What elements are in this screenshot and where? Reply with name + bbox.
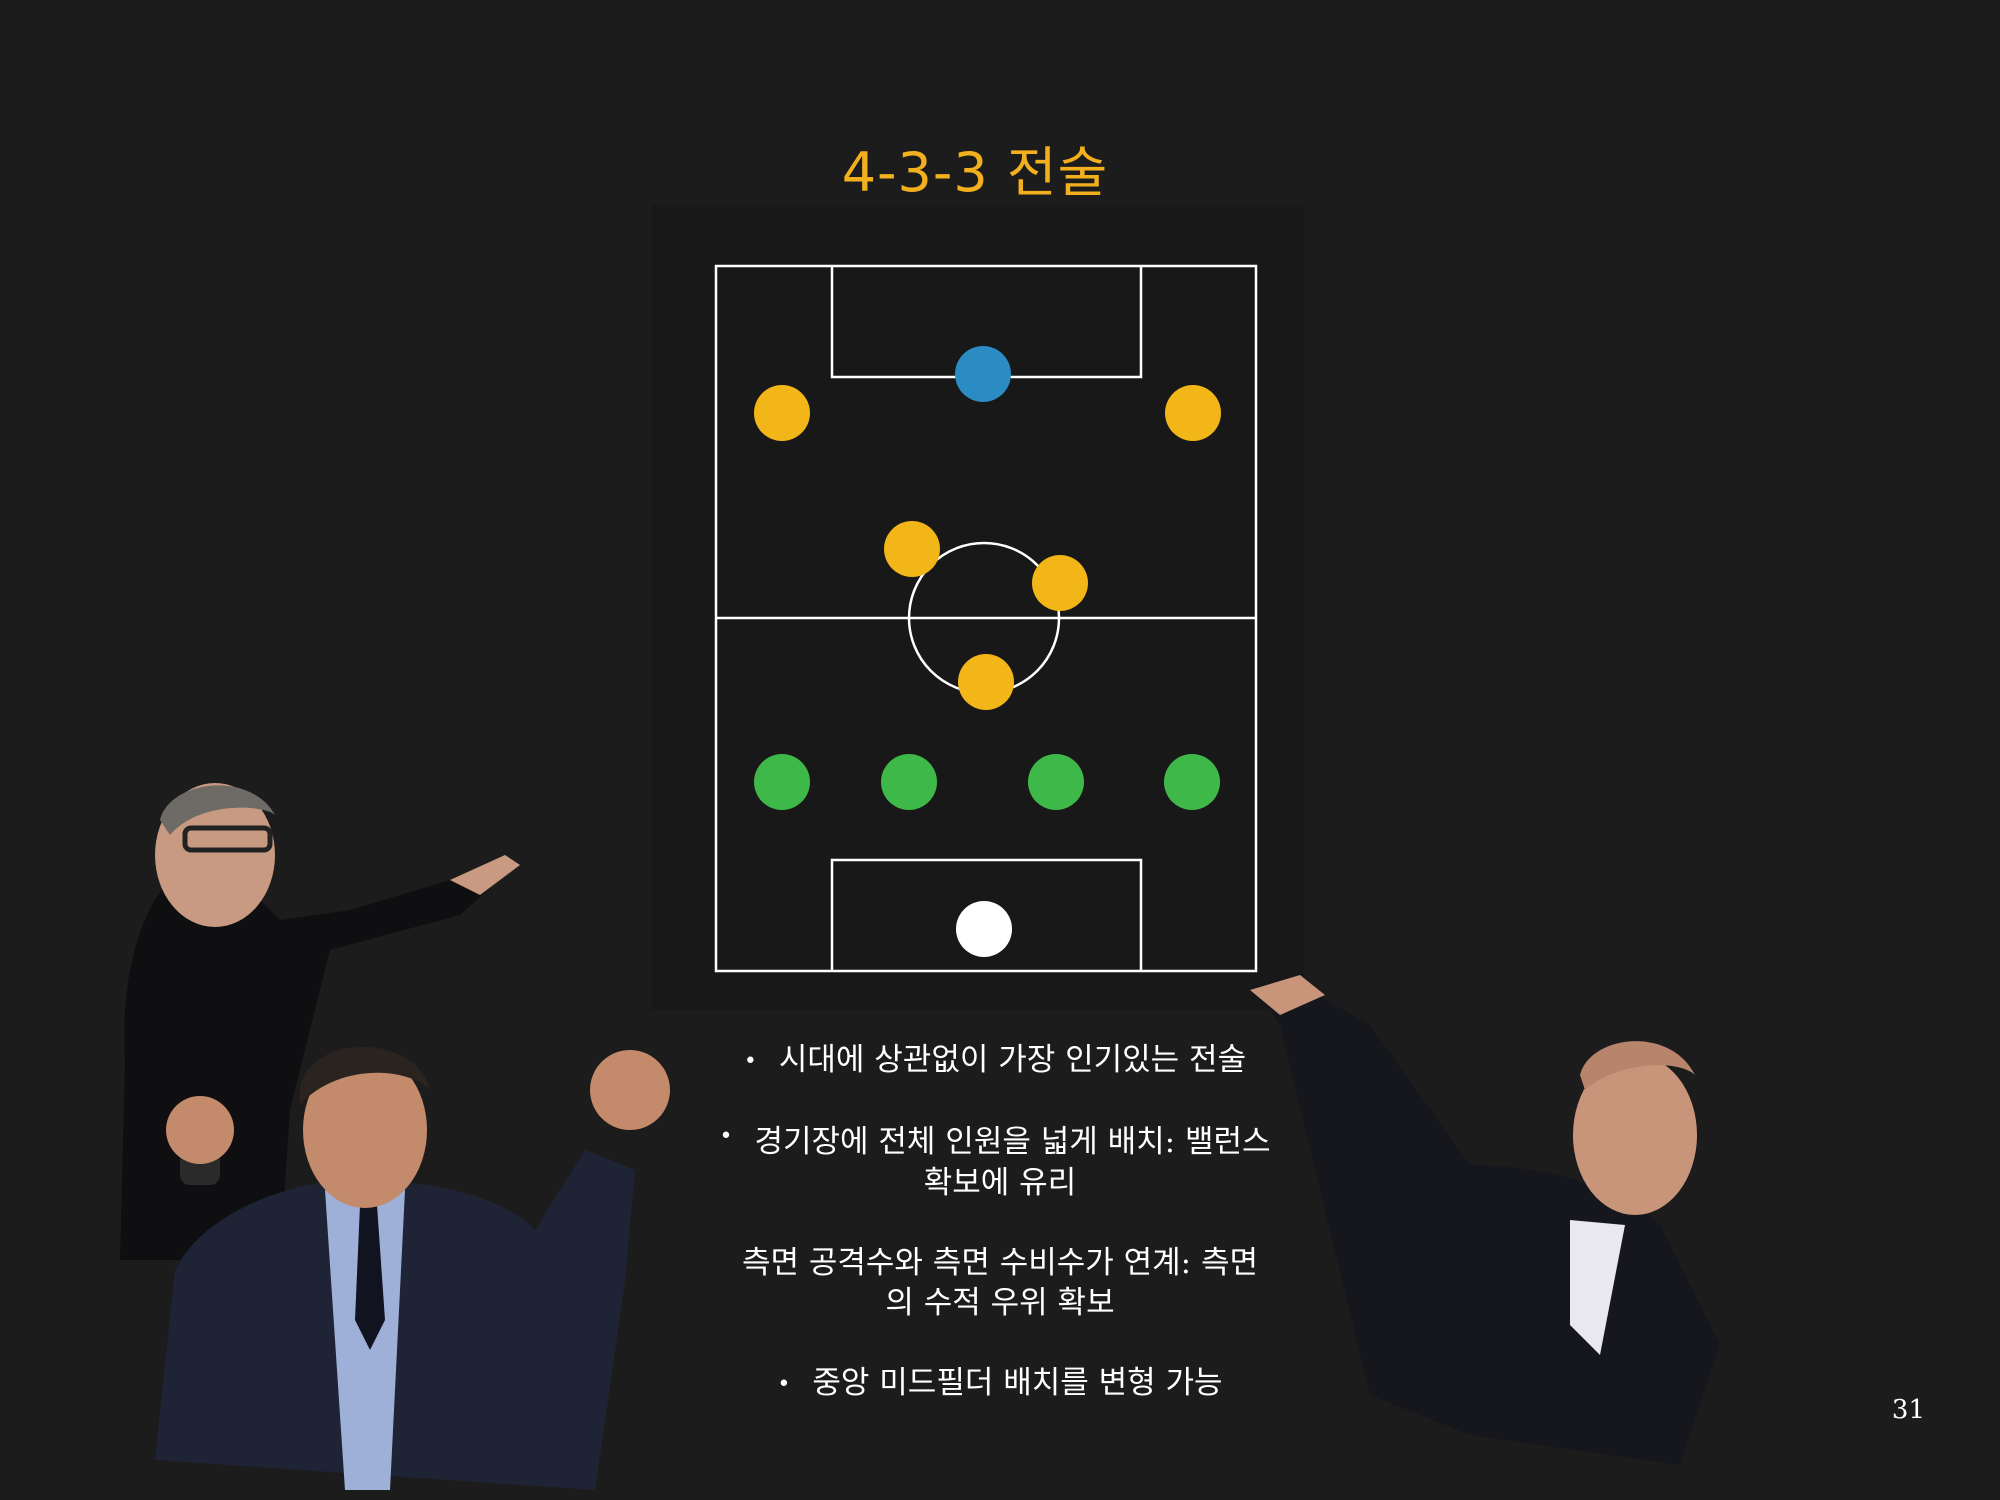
bullet-text-line2: 의 수적 우위 확보: [885, 1285, 1115, 1321]
player-rcb: [1028, 754, 1084, 810]
coach-left-front-image: [155, 1046, 670, 1490]
player-cdm: [958, 654, 1014, 710]
pitch-panel: [652, 205, 1304, 1010]
bullet-text-line1: 경기장에 전체 인원을 넓게 배치: 밸런스: [754, 1123, 1271, 1160]
player-lb: [754, 754, 810, 810]
player-rw: [1165, 385, 1221, 441]
bullet-text: 시대에 상관없이 가장 인기있는 전술: [778, 1042, 1247, 1078]
player-lcm: [884, 521, 940, 577]
bullet-item: • 경기장에 전체 인원을 넓게 배치: 밸런스: [630, 1122, 1360, 1164]
slide-title: 4-3-3 전술: [841, 141, 1109, 204]
bullet-text-line1: 측면 공격수와 측면 수비수가 연계: 측면: [741, 1245, 1259, 1281]
bottom-penalty-box: [830, 858, 1143, 971]
player-lcb: [881, 754, 937, 810]
page-number: 31: [1891, 1395, 1925, 1425]
player-rb: [1164, 754, 1220, 810]
bullet-text-line2: 확보에 유리: [923, 1165, 1077, 1201]
bullet-dot-icon: •: [719, 1124, 733, 1149]
bullet-item: • 중앙 미드필더 배치를 변형 가능: [640, 1363, 1360, 1405]
coach-right-image: [1250, 975, 1720, 1465]
bullet-text: 중앙 미드필더 배치를 변형 가능: [812, 1365, 1223, 1401]
bullet-item: • 시대에 상관없이 가장 인기있는 전술: [630, 1040, 1360, 1082]
bullet-dot-icon: •: [777, 1371, 791, 1397]
ball-icon: [955, 346, 1011, 402]
player-gk: [956, 901, 1012, 957]
player-lw: [754, 385, 810, 441]
player-rcm: [1032, 555, 1088, 611]
bullet-dot-icon: •: [743, 1048, 757, 1074]
bullet-list: • 시대에 상관없이 가장 인기있는 전술 • 경기장에 전체 인원을 넓게 배치:…: [640, 1040, 1360, 1405]
